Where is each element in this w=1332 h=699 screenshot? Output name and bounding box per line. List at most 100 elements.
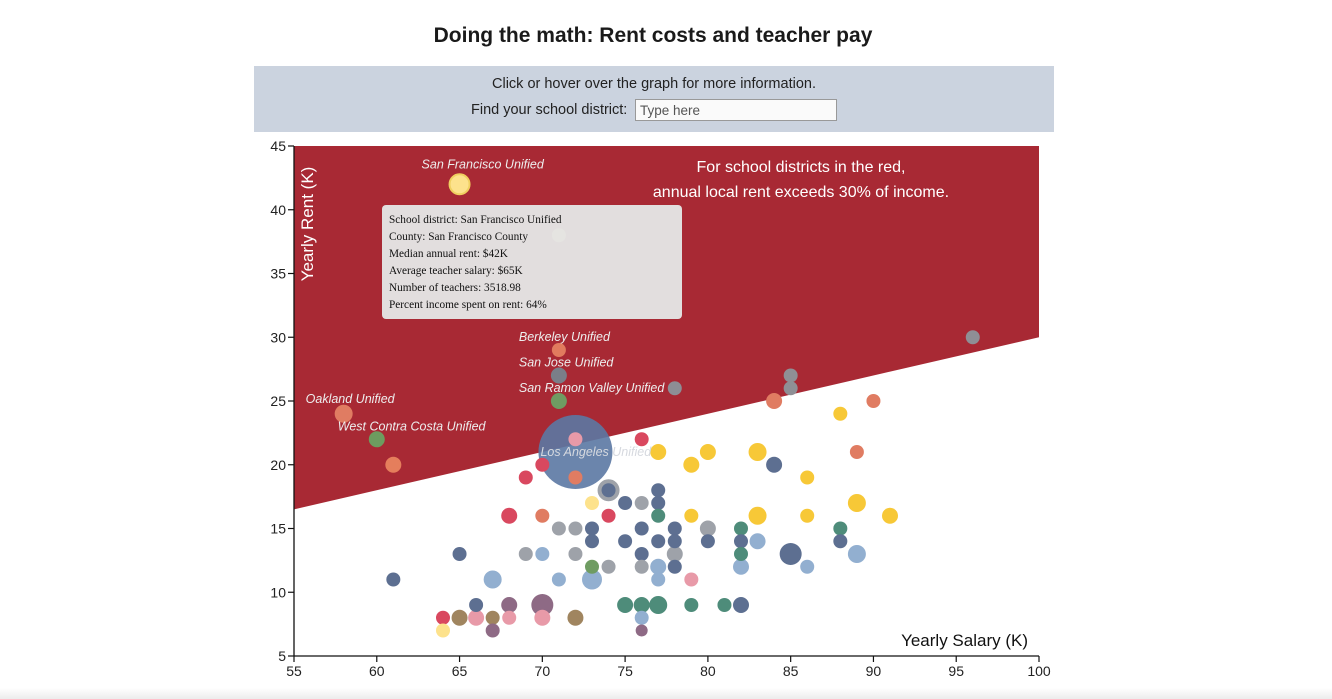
- data-point[interactable]: [734, 547, 748, 561]
- data-point[interactable]: [501, 507, 518, 524]
- data-point[interactable]: [436, 623, 450, 638]
- data-point[interactable]: [649, 596, 668, 614]
- data-point[interactable]: [717, 598, 732, 612]
- data-point[interactable]: [684, 572, 699, 587]
- data-point[interactable]: [634, 610, 649, 625]
- data-point[interactable]: [601, 483, 616, 498]
- data-point[interactable]: [634, 432, 649, 447]
- data-point[interactable]: [568, 547, 583, 561]
- data-point[interactable]: [651, 483, 666, 498]
- data-point[interactable]: [551, 572, 566, 587]
- points-layer[interactable]: [334, 173, 980, 638]
- data-point[interactable]: [651, 508, 666, 523]
- data-point[interactable]: [699, 520, 716, 537]
- data-point[interactable]: [534, 609, 551, 626]
- data-point[interactable]: [748, 443, 767, 461]
- data-point[interactable]: [833, 534, 848, 549]
- data-point[interactable]: [385, 456, 402, 473]
- data-point[interactable]: [568, 470, 583, 485]
- data-point[interactable]: [766, 393, 783, 409]
- data-point[interactable]: [866, 394, 881, 408]
- data-point[interactable]: [733, 597, 749, 613]
- data-point[interactable]: [666, 546, 683, 562]
- data-point[interactable]: [469, 598, 484, 612]
- data-point[interactable]: [535, 457, 550, 472]
- data-point[interactable]: [582, 569, 602, 590]
- data-point[interactable]: [650, 444, 667, 460]
- data-point[interactable]: [502, 610, 517, 625]
- data-point[interactable]: [700, 534, 715, 549]
- data-point[interactable]: [684, 598, 699, 612]
- data-point[interactable]: [618, 534, 633, 549]
- data-point[interactable]: [849, 445, 864, 459]
- data-point[interactable]: [800, 559, 815, 574]
- data-point[interactable]: [518, 547, 533, 561]
- data-point[interactable]: [634, 559, 649, 574]
- data-point[interactable]: [568, 521, 583, 536]
- data-point[interactable]: [448, 173, 471, 196]
- data-point[interactable]: [650, 558, 667, 575]
- data-point[interactable]: [618, 496, 633, 510]
- data-point[interactable]: [585, 521, 599, 536]
- data-point[interactable]: [617, 597, 634, 613]
- data-point[interactable]: [783, 368, 798, 383]
- data-point[interactable]: [667, 534, 682, 549]
- data-point[interactable]: [882, 507, 898, 524]
- data-point[interactable]: [749, 533, 766, 550]
- data-point[interactable]: [651, 572, 666, 587]
- data-point[interactable]: [550, 393, 567, 409]
- data-point[interactable]: [635, 624, 648, 637]
- data-point[interactable]: [436, 610, 450, 625]
- data-point[interactable]: [667, 559, 682, 574]
- data-point[interactable]: [633, 597, 650, 613]
- data-point[interactable]: [485, 623, 500, 638]
- data-point[interactable]: [550, 367, 567, 384]
- data-point[interactable]: [386, 572, 401, 587]
- data-point[interactable]: [551, 521, 566, 536]
- data-point[interactable]: [468, 609, 485, 626]
- data-point[interactable]: [779, 543, 802, 565]
- data-point[interactable]: [518, 470, 533, 485]
- data-point[interactable]: [483, 570, 502, 589]
- data-point[interactable]: [551, 343, 566, 357]
- data-point[interactable]: [684, 508, 699, 523]
- data-point[interactable]: [585, 534, 599, 549]
- data-point[interactable]: [535, 508, 550, 523]
- data-point[interactable]: [847, 494, 866, 512]
- data-point[interactable]: [501, 597, 518, 613]
- data-point[interactable]: [601, 559, 616, 574]
- data-point[interactable]: [651, 496, 666, 510]
- data-point[interactable]: [734, 521, 748, 536]
- data-point[interactable]: [535, 547, 550, 561]
- data-point[interactable]: [601, 508, 616, 523]
- data-point[interactable]: [451, 609, 468, 626]
- district-search-input[interactable]: [635, 99, 837, 121]
- data-point[interactable]: [800, 508, 815, 523]
- data-point[interactable]: [683, 456, 700, 473]
- data-point[interactable]: [783, 381, 798, 396]
- data-point[interactable]: [634, 521, 649, 536]
- data-point[interactable]: [667, 521, 682, 536]
- data-point[interactable]: [833, 406, 848, 421]
- data-point[interactable]: [568, 432, 583, 447]
- data-point[interactable]: [634, 496, 649, 510]
- data-point[interactable]: [699, 444, 716, 460]
- data-point[interactable]: [965, 330, 980, 345]
- data-point[interactable]: [567, 609, 584, 626]
- data-point[interactable]: [766, 456, 783, 473]
- data-point[interactable]: [585, 496, 599, 510]
- data-point[interactable]: [368, 431, 385, 448]
- data-point[interactable]: [748, 506, 767, 525]
- data-point[interactable]: [667, 381, 682, 396]
- data-point[interactable]: [733, 558, 749, 575]
- data-point[interactable]: [531, 594, 554, 616]
- data-point[interactable]: [833, 521, 848, 536]
- data-point[interactable]: [634, 547, 649, 561]
- data-point[interactable]: [800, 470, 815, 485]
- data-point[interactable]: [734, 534, 748, 549]
- data-point[interactable]: [651, 534, 666, 549]
- data-point[interactable]: [847, 545, 866, 563]
- data-point[interactable]: [334, 404, 353, 423]
- data-point[interactable]: [485, 610, 500, 625]
